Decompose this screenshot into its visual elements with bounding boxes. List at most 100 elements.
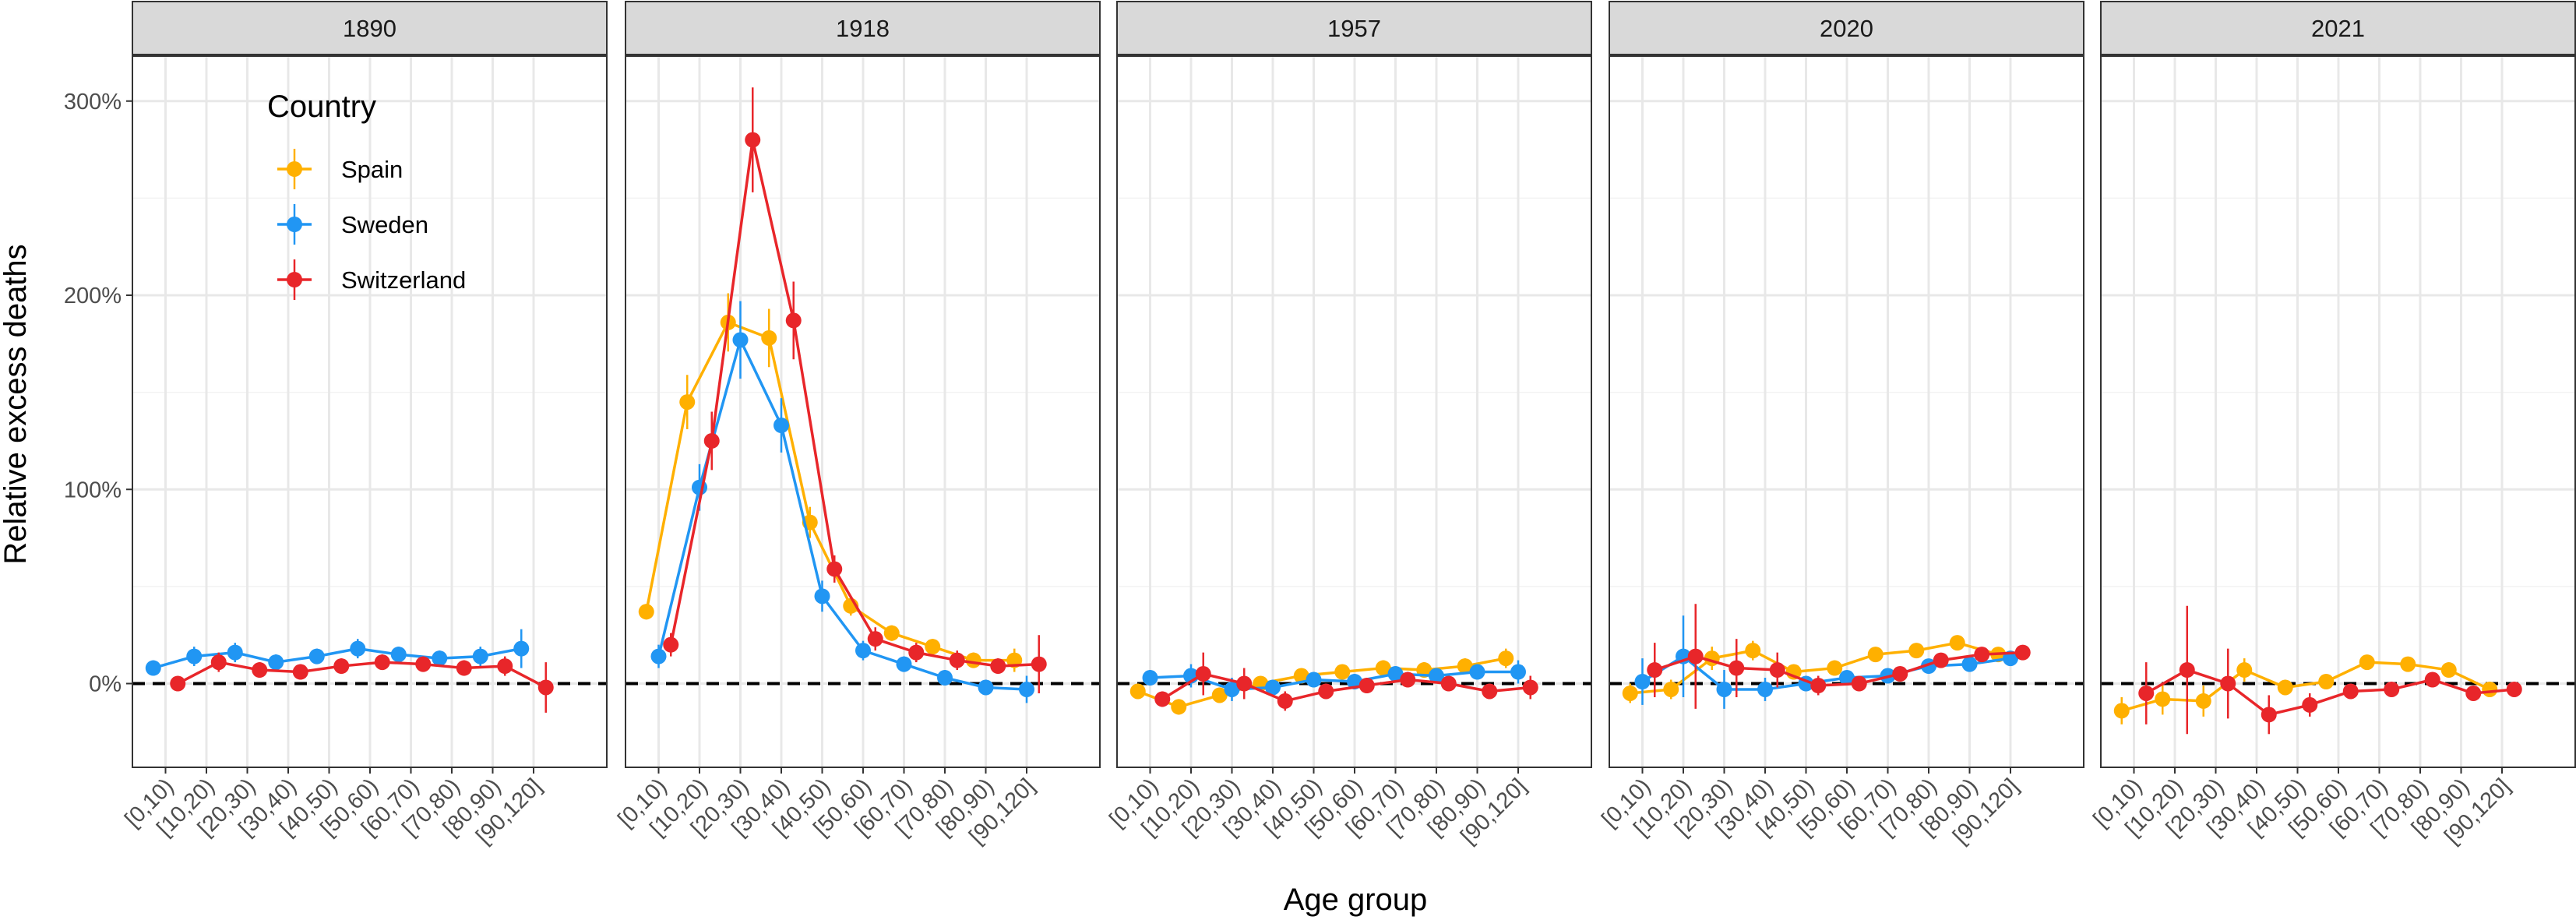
data-point — [186, 648, 203, 664]
series-line — [1161, 672, 1531, 703]
data-point — [1687, 648, 1704, 664]
panel-2021: 2021[0,10)[10,20)[20,30)[30,40)[40,50)[5… — [2088, 1, 2576, 849]
panel-2020: 2020[0,10)[10,20)[20,30)[30,40)[40,50)[5… — [1597, 1, 2084, 849]
data-point — [1265, 679, 1281, 696]
data-point — [1961, 656, 1978, 672]
data-point — [252, 662, 268, 679]
data-point — [814, 588, 830, 605]
data-point — [1469, 664, 1485, 680]
data-point — [1634, 674, 1651, 690]
data-point — [2261, 707, 2277, 723]
gridlines-2020 — [1609, 56, 2084, 767]
legend-label: Spain — [341, 156, 403, 183]
facet-panels: 1890[0,10)[10,20)[20,30)[30,40)[40,50)[5… — [120, 1, 2576, 849]
series-line — [1630, 641, 1999, 695]
data-point — [210, 654, 227, 671]
data-point — [1663, 681, 1679, 697]
data-point — [745, 132, 761, 148]
data-point — [513, 640, 530, 657]
panel-strip-2021 — [2100, 1, 2576, 55]
data-point — [227, 644, 243, 661]
data-point — [1745, 643, 1761, 659]
data-point — [1224, 681, 1240, 697]
data-point — [1318, 683, 1334, 700]
data-point — [1334, 664, 1351, 680]
gridlines-1890 — [132, 56, 607, 767]
data-point — [1171, 699, 1187, 715]
data-point — [650, 648, 667, 664]
data-point — [1400, 671, 1416, 688]
data-point — [937, 670, 953, 686]
data-point — [497, 658, 513, 675]
data-point — [990, 658, 1006, 675]
panel-strip-1918 — [625, 1, 1101, 55]
data-point — [1019, 681, 1034, 697]
series-line — [2121, 661, 2491, 713]
legend-key-point — [287, 272, 302, 287]
legend-item-switzerland: Switzerland — [277, 259, 466, 300]
data-point — [774, 417, 789, 433]
data-point — [2506, 681, 2522, 697]
series-spain-1957 — [1129, 648, 1514, 715]
series-sweden-1918 — [650, 301, 1034, 703]
data-point — [2236, 662, 2253, 679]
data-point — [2138, 685, 2155, 701]
data-point — [390, 647, 407, 663]
data-point — [2440, 662, 2457, 679]
data-point — [1277, 693, 1293, 709]
y-axis-title: Relative excess deaths — [0, 244, 33, 564]
data-point — [1908, 643, 1925, 659]
data-point — [145, 660, 161, 676]
data-point — [374, 654, 390, 671]
data-point — [2277, 679, 2293, 696]
legend: Country Spain Sweden Switzerland — [267, 90, 466, 300]
data-point — [785, 312, 802, 329]
series-line — [1641, 654, 2011, 691]
data-point — [732, 332, 749, 348]
data-point — [2482, 681, 2498, 697]
data-point — [2342, 683, 2359, 700]
data-point — [1375, 660, 1391, 676]
data-point — [1482, 683, 1498, 700]
series-sweden-1957 — [1142, 660, 1526, 701]
series-switzerland-2021 — [2138, 605, 2522, 735]
data-point — [2220, 675, 2236, 692]
data-point — [1827, 660, 1843, 676]
series-switzerland-1890 — [170, 652, 554, 713]
data-point — [1498, 650, 1514, 667]
data-point — [1851, 675, 1867, 692]
data-point — [537, 679, 554, 696]
gridlines-1957 — [1117, 56, 1591, 767]
series-spain-2020 — [1622, 635, 2007, 703]
panel-1890: 1890[0,10)[10,20)[20,30)[30,40)[40,50)[5… — [120, 1, 608, 849]
data-point — [456, 660, 472, 676]
legend-item-sweden: Sweden — [277, 204, 428, 245]
panel-1918: 1918[0,10)[10,20)[20,30)[30,40)[40,50)[5… — [613, 1, 1101, 849]
data-point — [896, 656, 912, 672]
data-point — [1195, 666, 1211, 682]
panel-strip-2020 — [1609, 1, 2084, 55]
series-line — [669, 138, 1039, 668]
data-point — [1293, 668, 1309, 684]
data-point — [1387, 666, 1404, 682]
data-point — [1211, 687, 1228, 703]
gridlines-2021 — [2101, 56, 2575, 767]
data-point — [2359, 654, 2375, 671]
data-point — [1031, 656, 1047, 672]
data-point — [1457, 658, 1473, 675]
data-point — [1440, 675, 1457, 692]
data-point — [2179, 662, 2195, 679]
series-line — [177, 661, 547, 689]
panel-title-1890: 1890 — [343, 15, 396, 42]
series-line — [1654, 650, 2023, 687]
series-line — [153, 647, 522, 670]
legend-label: Switzerland — [341, 266, 466, 294]
panel-1957: 1957[0,10)[10,20)[20,30)[30,40)[40,50)[5… — [1105, 1, 1592, 849]
legend-key-point — [287, 217, 302, 232]
data-point — [908, 644, 925, 661]
series-line — [1137, 657, 1506, 709]
data-point — [350, 640, 366, 657]
data-point — [308, 648, 325, 664]
data-point — [2400, 656, 2416, 672]
y-tick-label: 300% — [64, 90, 122, 115]
